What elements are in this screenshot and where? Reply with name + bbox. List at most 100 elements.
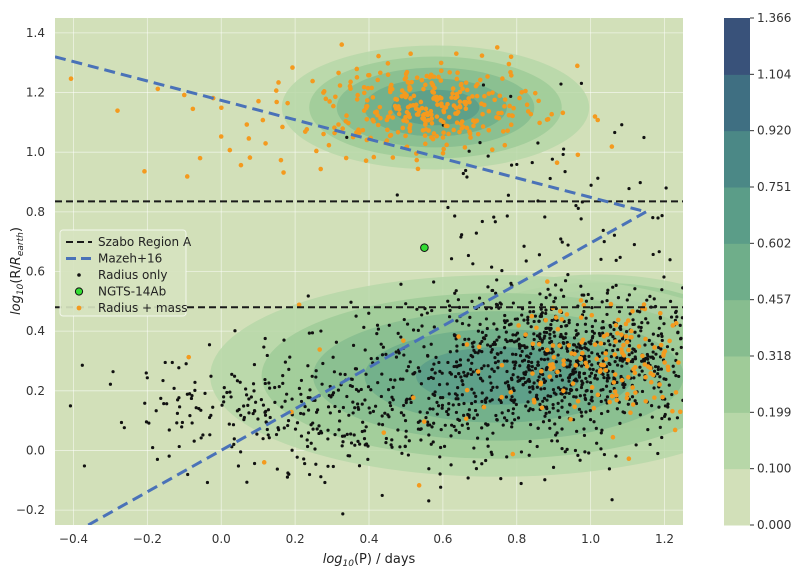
radius-only-point [313, 447, 317, 451]
radius-only-point [239, 450, 243, 454]
radius-only-point [605, 291, 609, 295]
radius-only-point [491, 431, 495, 435]
radius-only-point [627, 293, 631, 297]
radius-only-point [662, 377, 666, 381]
radius-only-point [547, 418, 551, 423]
radius-only-point [578, 394, 582, 398]
radius-only-point [640, 389, 645, 394]
radius-only-point [172, 386, 176, 390]
radius-only-point [227, 422, 231, 426]
radius-mass-point [399, 94, 405, 99]
radius-only-point [627, 186, 631, 191]
radius-only-point [599, 388, 603, 392]
radius-only-point [608, 389, 612, 394]
radius-mass-point [550, 343, 556, 348]
radius-mass-point [534, 325, 539, 331]
radius-only-point [651, 356, 656, 360]
radius-only-point [333, 404, 337, 409]
radius-only-point [281, 374, 285, 378]
radius-only-point [193, 388, 197, 393]
radius-only-point [427, 499, 431, 503]
radius-only-point [681, 398, 683, 402]
radius-only-point [408, 360, 412, 364]
radius-only-point [264, 409, 268, 413]
radius-only-point [575, 323, 580, 327]
radius-only-point [404, 435, 408, 439]
radius-only-point [358, 442, 362, 446]
radius-only-point [553, 334, 557, 338]
radius-mass-point [446, 131, 451, 137]
radius-only-point [605, 312, 609, 317]
radius-mass-point [557, 308, 563, 314]
radius-only-point [472, 460, 476, 464]
radius-only-point [453, 291, 457, 295]
radius-only-point [244, 393, 249, 397]
radius-only-point [619, 374, 623, 379]
radius-only-point [263, 381, 267, 386]
radius-only-point [481, 83, 486, 87]
radius-mass-point [321, 89, 327, 94]
radius-mass-point [559, 317, 565, 322]
radius-only-point [596, 176, 600, 180]
radius-only-point [611, 369, 615, 374]
radius-mass-point [396, 111, 402, 117]
radius-mass-point [667, 338, 672, 344]
radius-mass-point [181, 92, 187, 98]
radius-only-point [516, 375, 520, 379]
radius-only-point [563, 279, 568, 283]
radius-only-point [646, 321, 650, 325]
radius-only-point [386, 388, 391, 392]
colorbar-segment [724, 187, 750, 244]
radius-only-point [622, 411, 627, 415]
radius-only-point [251, 382, 256, 386]
radius-only-point [566, 273, 570, 277]
radius-only-point [600, 351, 605, 355]
radius-only-point [565, 349, 570, 353]
radius-only-point [399, 282, 403, 286]
radius-only-point [288, 355, 292, 359]
radius-only-point [621, 359, 625, 363]
radius-only-point [545, 326, 549, 330]
radius-only-point [416, 328, 420, 332]
radius-only-point [470, 387, 474, 391]
radius-only-point [273, 385, 277, 390]
radius-only-point [475, 436, 480, 440]
y-tick-label: 0.2 [26, 384, 45, 398]
radius-mass-point [523, 88, 528, 94]
radius-only-point [261, 437, 265, 441]
radius-mass-point [273, 88, 279, 93]
radius-mass-point [510, 451, 516, 457]
radius-only-point [539, 387, 543, 391]
radius-only-point [660, 435, 664, 440]
radius-only-point [397, 351, 401, 355]
radius-mass-point [591, 405, 597, 411]
radius-only-point [602, 452, 607, 457]
radius-mass-point [424, 73, 430, 79]
radius-only-point [667, 383, 671, 387]
radius-only-point [205, 480, 210, 485]
radius-mass-point [643, 336, 648, 342]
radius-only-point [395, 193, 399, 197]
radius-only-point [399, 411, 403, 415]
radius-only-point [604, 384, 609, 388]
radius-mass-point [575, 63, 580, 69]
radius-only-point [366, 457, 370, 461]
radius-mass-point [385, 127, 390, 133]
radius-only-point [490, 348, 494, 352]
radius-only-point [538, 332, 542, 336]
radius-only-point [476, 329, 480, 333]
radius-only-point [362, 437, 367, 441]
radius-only-point [532, 319, 536, 324]
radius-mass-point [356, 127, 361, 132]
radius-only-point [242, 415, 246, 420]
radius-only-point [478, 376, 483, 380]
radius-mass-point [184, 174, 190, 179]
radius-mass-point [592, 342, 598, 347]
radius-only-point [618, 339, 622, 343]
radius-only-point [460, 393, 464, 397]
radius-only-point [558, 373, 562, 378]
radius-only-point [559, 332, 563, 337]
radius-only-point [333, 433, 337, 437]
radius-only-point [559, 324, 563, 329]
radius-only-point [537, 319, 541, 323]
